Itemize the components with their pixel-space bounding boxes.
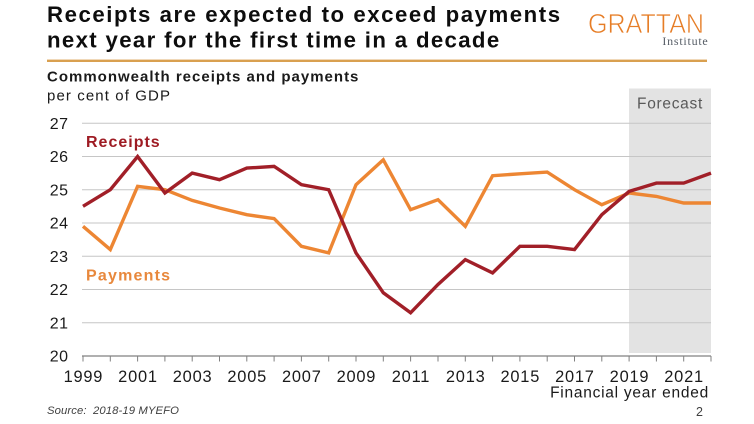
svg-text:2015: 2015 <box>500 368 540 386</box>
svg-text:2009: 2009 <box>337 368 377 386</box>
svg-text:2005: 2005 <box>227 368 267 386</box>
svg-text:20: 20 <box>50 349 69 366</box>
svg-text:2021: 2021 <box>664 368 704 386</box>
svg-text:2: 2 <box>696 405 703 419</box>
svg-text:2019: 2019 <box>610 368 650 386</box>
svg-text:2007: 2007 <box>282 368 322 386</box>
svg-text:27: 27 <box>50 116 69 133</box>
svg-text:Forecast: Forecast <box>637 95 703 112</box>
svg-text:Institute: Institute <box>662 34 708 48</box>
svg-text:23: 23 <box>50 249 69 266</box>
svg-text:2003: 2003 <box>173 368 213 386</box>
svg-text:Receipts are expected to excee: Receipts are expected to exceed payments <box>47 2 562 27</box>
svg-text:per cent of GDP: per cent of GDP <box>47 87 171 104</box>
svg-text:2017: 2017 <box>555 368 595 386</box>
svg-text:22: 22 <box>50 282 69 299</box>
svg-text:1999: 1999 <box>64 368 104 386</box>
svg-text:2013: 2013 <box>446 368 486 386</box>
svg-text:GRATTAN: GRATTAN <box>588 8 704 39</box>
svg-text:next year for the first time i: next year for the first time in a decade <box>47 28 501 53</box>
svg-text:2001: 2001 <box>118 368 158 386</box>
svg-text:21: 21 <box>50 315 69 332</box>
svg-text:24: 24 <box>50 216 69 233</box>
svg-text:2018-19 MYEFO: 2018-19 MYEFO <box>92 405 179 417</box>
svg-text:25: 25 <box>50 182 69 199</box>
svg-text:Source:: Source: <box>47 405 87 417</box>
svg-text:Receipts: Receipts <box>86 134 161 151</box>
svg-text:Commonwealth receipts and paym: Commonwealth receipts and payments <box>47 69 359 86</box>
svg-text:Financial year ended: Financial year ended <box>550 384 709 401</box>
svg-text:26: 26 <box>50 149 69 166</box>
svg-text:Payments: Payments <box>86 268 171 285</box>
svg-text:2011: 2011 <box>392 368 430 386</box>
